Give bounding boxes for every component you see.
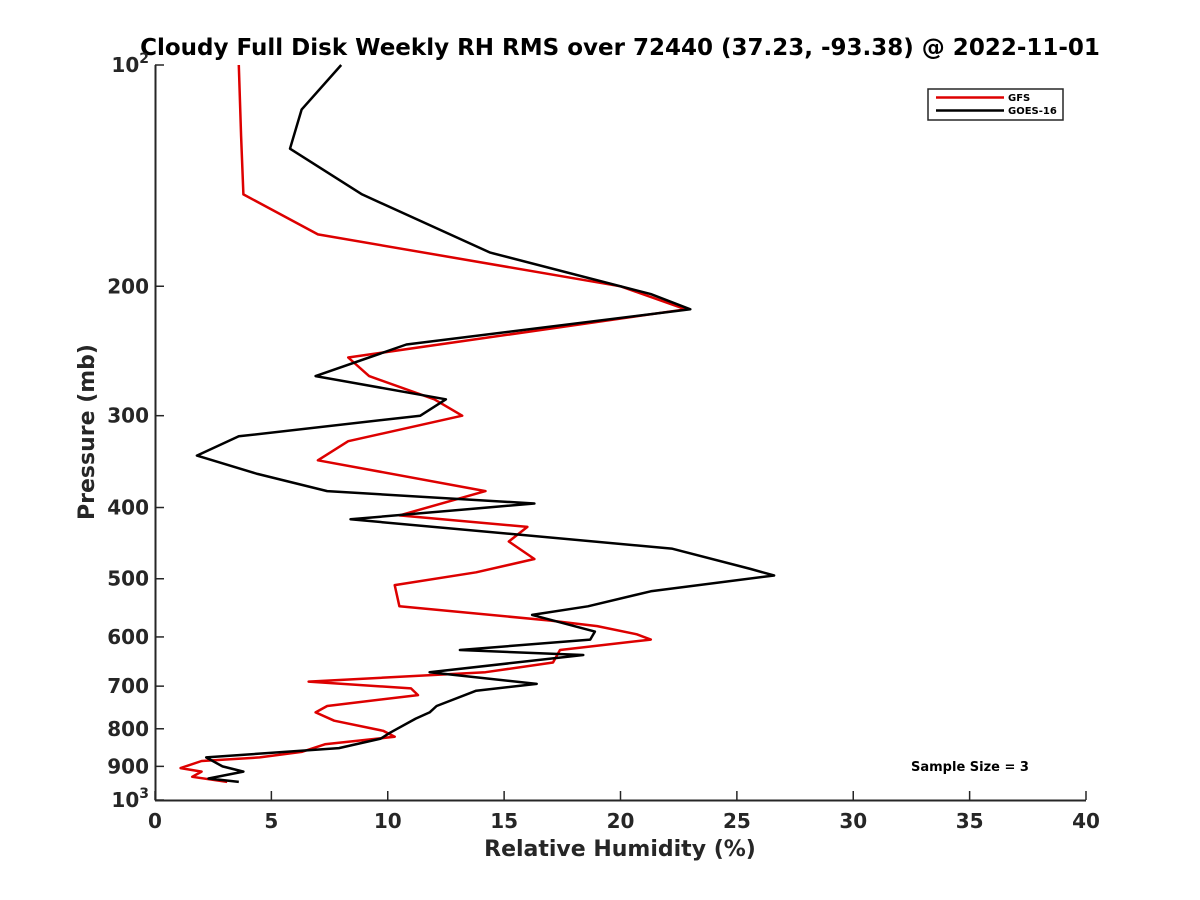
legend: GFS GOES-16 [927, 88, 1064, 121]
x-axis-title: Relative Humidity (%) [484, 837, 756, 862]
y-tick-label: 800 [107, 717, 149, 741]
y-tick-label: 500 [107, 567, 149, 591]
y-tick-label: 103 [111, 786, 149, 812]
x-tick-label: 0 [148, 809, 162, 833]
y-tick-label: 700 [107, 674, 149, 698]
x-tick-label: 30 [839, 809, 867, 833]
data-series [179, 64, 776, 784]
plot-axes [154, 65, 1086, 802]
x-tick-label: 40 [1072, 809, 1100, 833]
y-tick-label: 102 [111, 51, 149, 77]
y-tick-label: 900 [107, 754, 149, 778]
series-line-goes16 [195, 64, 776, 784]
legend-label-goes16: GOES-16 [1008, 106, 1057, 117]
x-tick-label: 20 [607, 809, 635, 833]
x-tick-label: 35 [956, 809, 984, 833]
y-tick-label: 200 [107, 274, 149, 298]
y-tick-label: 300 [107, 404, 149, 428]
x-tick-label: 25 [723, 809, 751, 833]
x-tick-label: 15 [490, 809, 518, 833]
legend-box [927, 88, 1064, 121]
y-axis-ticks: 102 200 300 400 500 600 700 800 900 103 [107, 51, 164, 812]
chart-title: Cloudy Full Disk Weekly RH RMS over 7244… [140, 35, 1100, 61]
x-tick-label: 5 [264, 809, 278, 833]
x-tick-label: 10 [374, 809, 402, 833]
y-tick-label: 600 [107, 625, 149, 649]
legend-label-gfs: GFS [1008, 93, 1030, 104]
y-axis-title: Pressure (mb) [75, 344, 100, 520]
sample-size-annotation: Sample Size = 3 [911, 760, 1029, 775]
y-tick-label: 400 [107, 496, 149, 520]
x-axis-ticks: 0 5 10 15 20 25 30 35 40 [148, 791, 1100, 833]
series-line-gfs [179, 64, 687, 784]
